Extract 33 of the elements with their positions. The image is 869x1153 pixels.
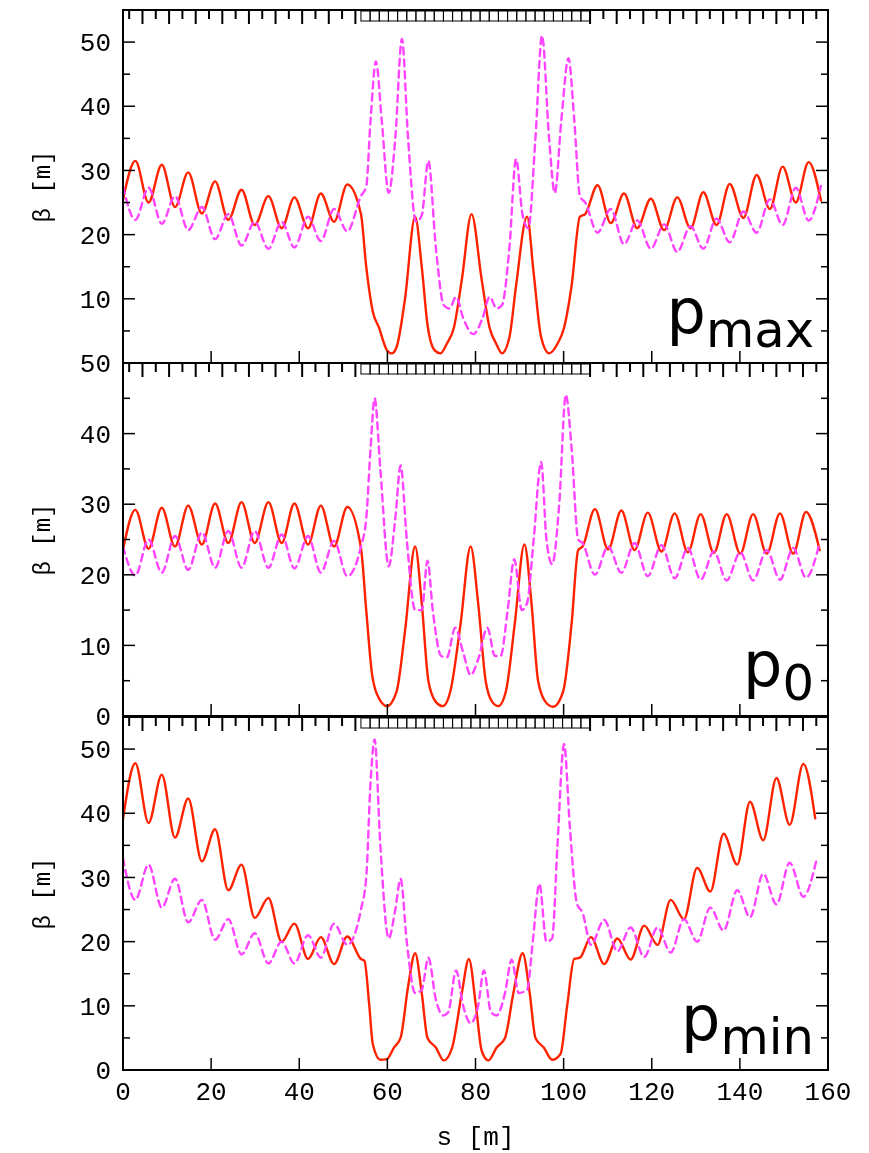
y-tick-label: 20 xyxy=(79,221,111,252)
x-tick-label: 120 xyxy=(628,1078,676,1108)
y-tick-label: 50 xyxy=(79,350,111,381)
x-tick-label: 100 xyxy=(540,1078,588,1108)
x-tick-label: 0 xyxy=(115,1078,131,1108)
x-tick-label: 20 xyxy=(195,1078,227,1108)
y-tick-label: 20 xyxy=(79,928,111,959)
y-axis-title: β [m] xyxy=(30,150,57,223)
x-tick-label: 140 xyxy=(716,1078,764,1108)
y-axis-title: β [m] xyxy=(30,503,57,576)
x-tick-label: 80 xyxy=(459,1078,492,1108)
y-tick-label: 30 xyxy=(79,157,111,188)
annotation: p$_{min}$ xyxy=(681,982,814,1066)
y-tick-label: 10 xyxy=(79,632,111,663)
y-tick-label: 40 xyxy=(79,800,111,831)
y-tick-label: 10 xyxy=(79,285,111,316)
x-tick-label: 40 xyxy=(283,1078,315,1108)
annotation: p$_{0}$ xyxy=(743,628,814,712)
y-tick-label: 40 xyxy=(79,420,111,451)
x-tick-label: 160 xyxy=(804,1078,852,1108)
x-tick-label: 60 xyxy=(371,1078,403,1108)
y-tick-label: 0 xyxy=(95,703,111,734)
y-tick-label: 0 xyxy=(95,1057,111,1088)
y-tick-label: 20 xyxy=(79,561,111,592)
y-tick-label: 40 xyxy=(79,93,111,124)
y-tick-label: 30 xyxy=(79,864,111,895)
y-axis-title: β [m] xyxy=(30,857,57,930)
x-axis-title: s [m] xyxy=(436,1123,515,1153)
y-tick-label: 50 xyxy=(79,29,111,60)
y-tick-label: 10 xyxy=(79,992,111,1023)
y-tick-label: 50 xyxy=(79,736,111,767)
y-tick-label: 30 xyxy=(79,491,111,522)
annotation: p$_{max}$ xyxy=(666,275,814,359)
